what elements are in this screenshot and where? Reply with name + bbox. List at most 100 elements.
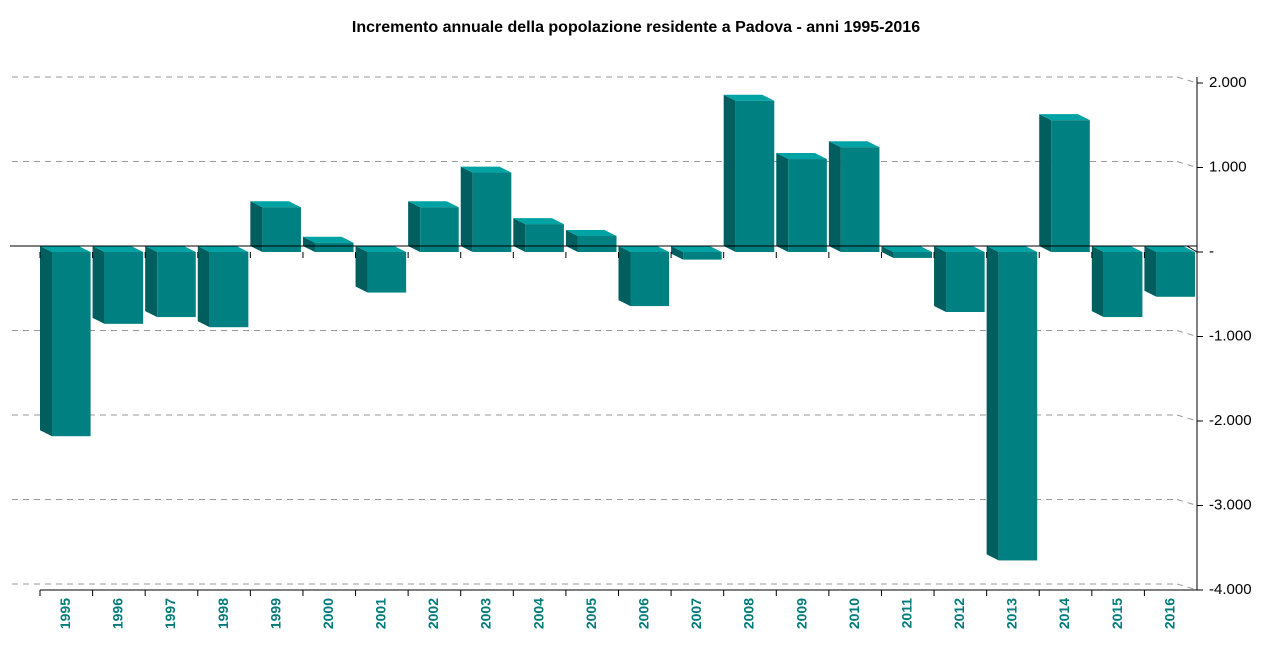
x-tick-label: 2013	[1004, 598, 1020, 629]
bar-side	[881, 246, 894, 258]
bar-side	[408, 201, 421, 252]
x-tick-label: 2009	[793, 598, 809, 629]
bar	[630, 252, 670, 307]
y-tick-label: -4.000	[1209, 581, 1252, 598]
chart-title: Incremento annuale della popolazione res…	[352, 19, 920, 36]
bar-side	[197, 246, 210, 328]
x-tick-label: 1997	[162, 598, 178, 629]
bar-side	[986, 246, 999, 561]
x-tick-label: 2003	[478, 598, 494, 629]
bar	[262, 207, 301, 252]
bar-side	[723, 94, 736, 253]
bar-side	[934, 246, 947, 312]
bar-side	[618, 246, 631, 307]
bar-side	[1039, 114, 1052, 253]
x-tick-label: 1998	[215, 598, 231, 629]
bar-side	[1144, 246, 1157, 297]
bar-top	[1091, 246, 1143, 252]
bar-top	[92, 246, 144, 252]
x-tick-label: 2014	[1056, 598, 1072, 629]
bar	[472, 172, 512, 252]
x-tick-label: 2007	[688, 598, 704, 629]
bar	[577, 235, 617, 252]
bar-top	[934, 246, 985, 252]
bar-top	[776, 153, 827, 160]
bar-top	[986, 246, 1038, 252]
bar	[946, 252, 985, 312]
y-tick-label: 2.000	[1209, 74, 1247, 91]
bar	[1051, 120, 1090, 253]
bar-top	[1039, 114, 1090, 121]
bar-top	[250, 201, 301, 208]
bar-top	[828, 141, 880, 148]
bar-top	[881, 246, 933, 252]
y-tick-label: -1.000	[1209, 327, 1252, 344]
bar-side	[302, 236, 315, 252]
bar	[104, 252, 144, 324]
x-tick-label: 2000	[320, 598, 336, 629]
x-tick-label: 2008	[741, 598, 757, 629]
bar-top	[40, 246, 91, 252]
x-tick-label: 2015	[1109, 598, 1125, 629]
x-tick-label: 2001	[373, 598, 389, 629]
zero-line-edge	[1186, 245, 1198, 253]
x-tick-label: 2011	[898, 598, 914, 629]
y-tick-label: -2.000	[1209, 412, 1252, 429]
bar-top	[618, 246, 670, 252]
grid-line-edge	[1176, 330, 1198, 337]
bar	[209, 252, 249, 328]
bar	[1156, 252, 1195, 297]
bar-side	[671, 246, 684, 260]
bar-top	[197, 246, 249, 252]
bar-side	[828, 141, 841, 252]
x-tick-label: 2002	[425, 598, 441, 629]
bar-top	[355, 246, 407, 252]
x-tick-label: 2016	[1161, 598, 1177, 629]
bar-top	[723, 94, 775, 101]
grid-line-edge	[1176, 499, 1198, 506]
grid-line-edge	[1176, 76, 1198, 84]
bar	[840, 147, 880, 252]
grid-line-edge	[1176, 583, 1198, 591]
bar-top	[1144, 246, 1195, 252]
y-tick-label: 1.000	[1209, 158, 1247, 175]
bar-top	[302, 236, 354, 243]
bar-top	[408, 201, 459, 208]
bar-top	[513, 218, 564, 225]
bar-top	[145, 246, 196, 252]
y-tick-label: -3.000	[1209, 496, 1252, 513]
bar	[314, 242, 354, 252]
grid-line-edge	[1176, 414, 1198, 422]
bar	[893, 252, 933, 258]
x-tick-label: 2012	[951, 598, 967, 629]
bar-side	[513, 218, 526, 252]
x-tick-label: 2005	[583, 598, 599, 629]
y-tick-label: -	[1209, 243, 1214, 260]
bar	[157, 252, 196, 318]
bar-side	[250, 201, 263, 252]
bar-side	[145, 246, 158, 318]
bar	[1103, 252, 1143, 318]
bar	[735, 100, 775, 253]
x-tick-label: 2010	[846, 598, 862, 629]
bar	[420, 207, 459, 252]
grid-line-edge	[1176, 161, 1198, 168]
bar-side	[460, 166, 473, 252]
bar-top	[671, 246, 722, 252]
x-tick-label: 1996	[110, 598, 126, 629]
bar	[998, 252, 1038, 561]
bar-side	[355, 246, 368, 293]
x-tick-label: 2004	[530, 598, 546, 629]
bar-top	[460, 166, 512, 173]
x-tick-label: 1995	[57, 598, 73, 629]
bar-side	[40, 246, 52, 437]
bar	[788, 159, 827, 252]
bar-side	[92, 246, 105, 324]
bar-side	[776, 153, 789, 252]
bar-top	[565, 229, 617, 236]
bar-side	[1091, 246, 1104, 318]
bar	[367, 252, 407, 293]
bar	[525, 224, 564, 252]
x-tick-label: 1999	[267, 598, 283, 629]
